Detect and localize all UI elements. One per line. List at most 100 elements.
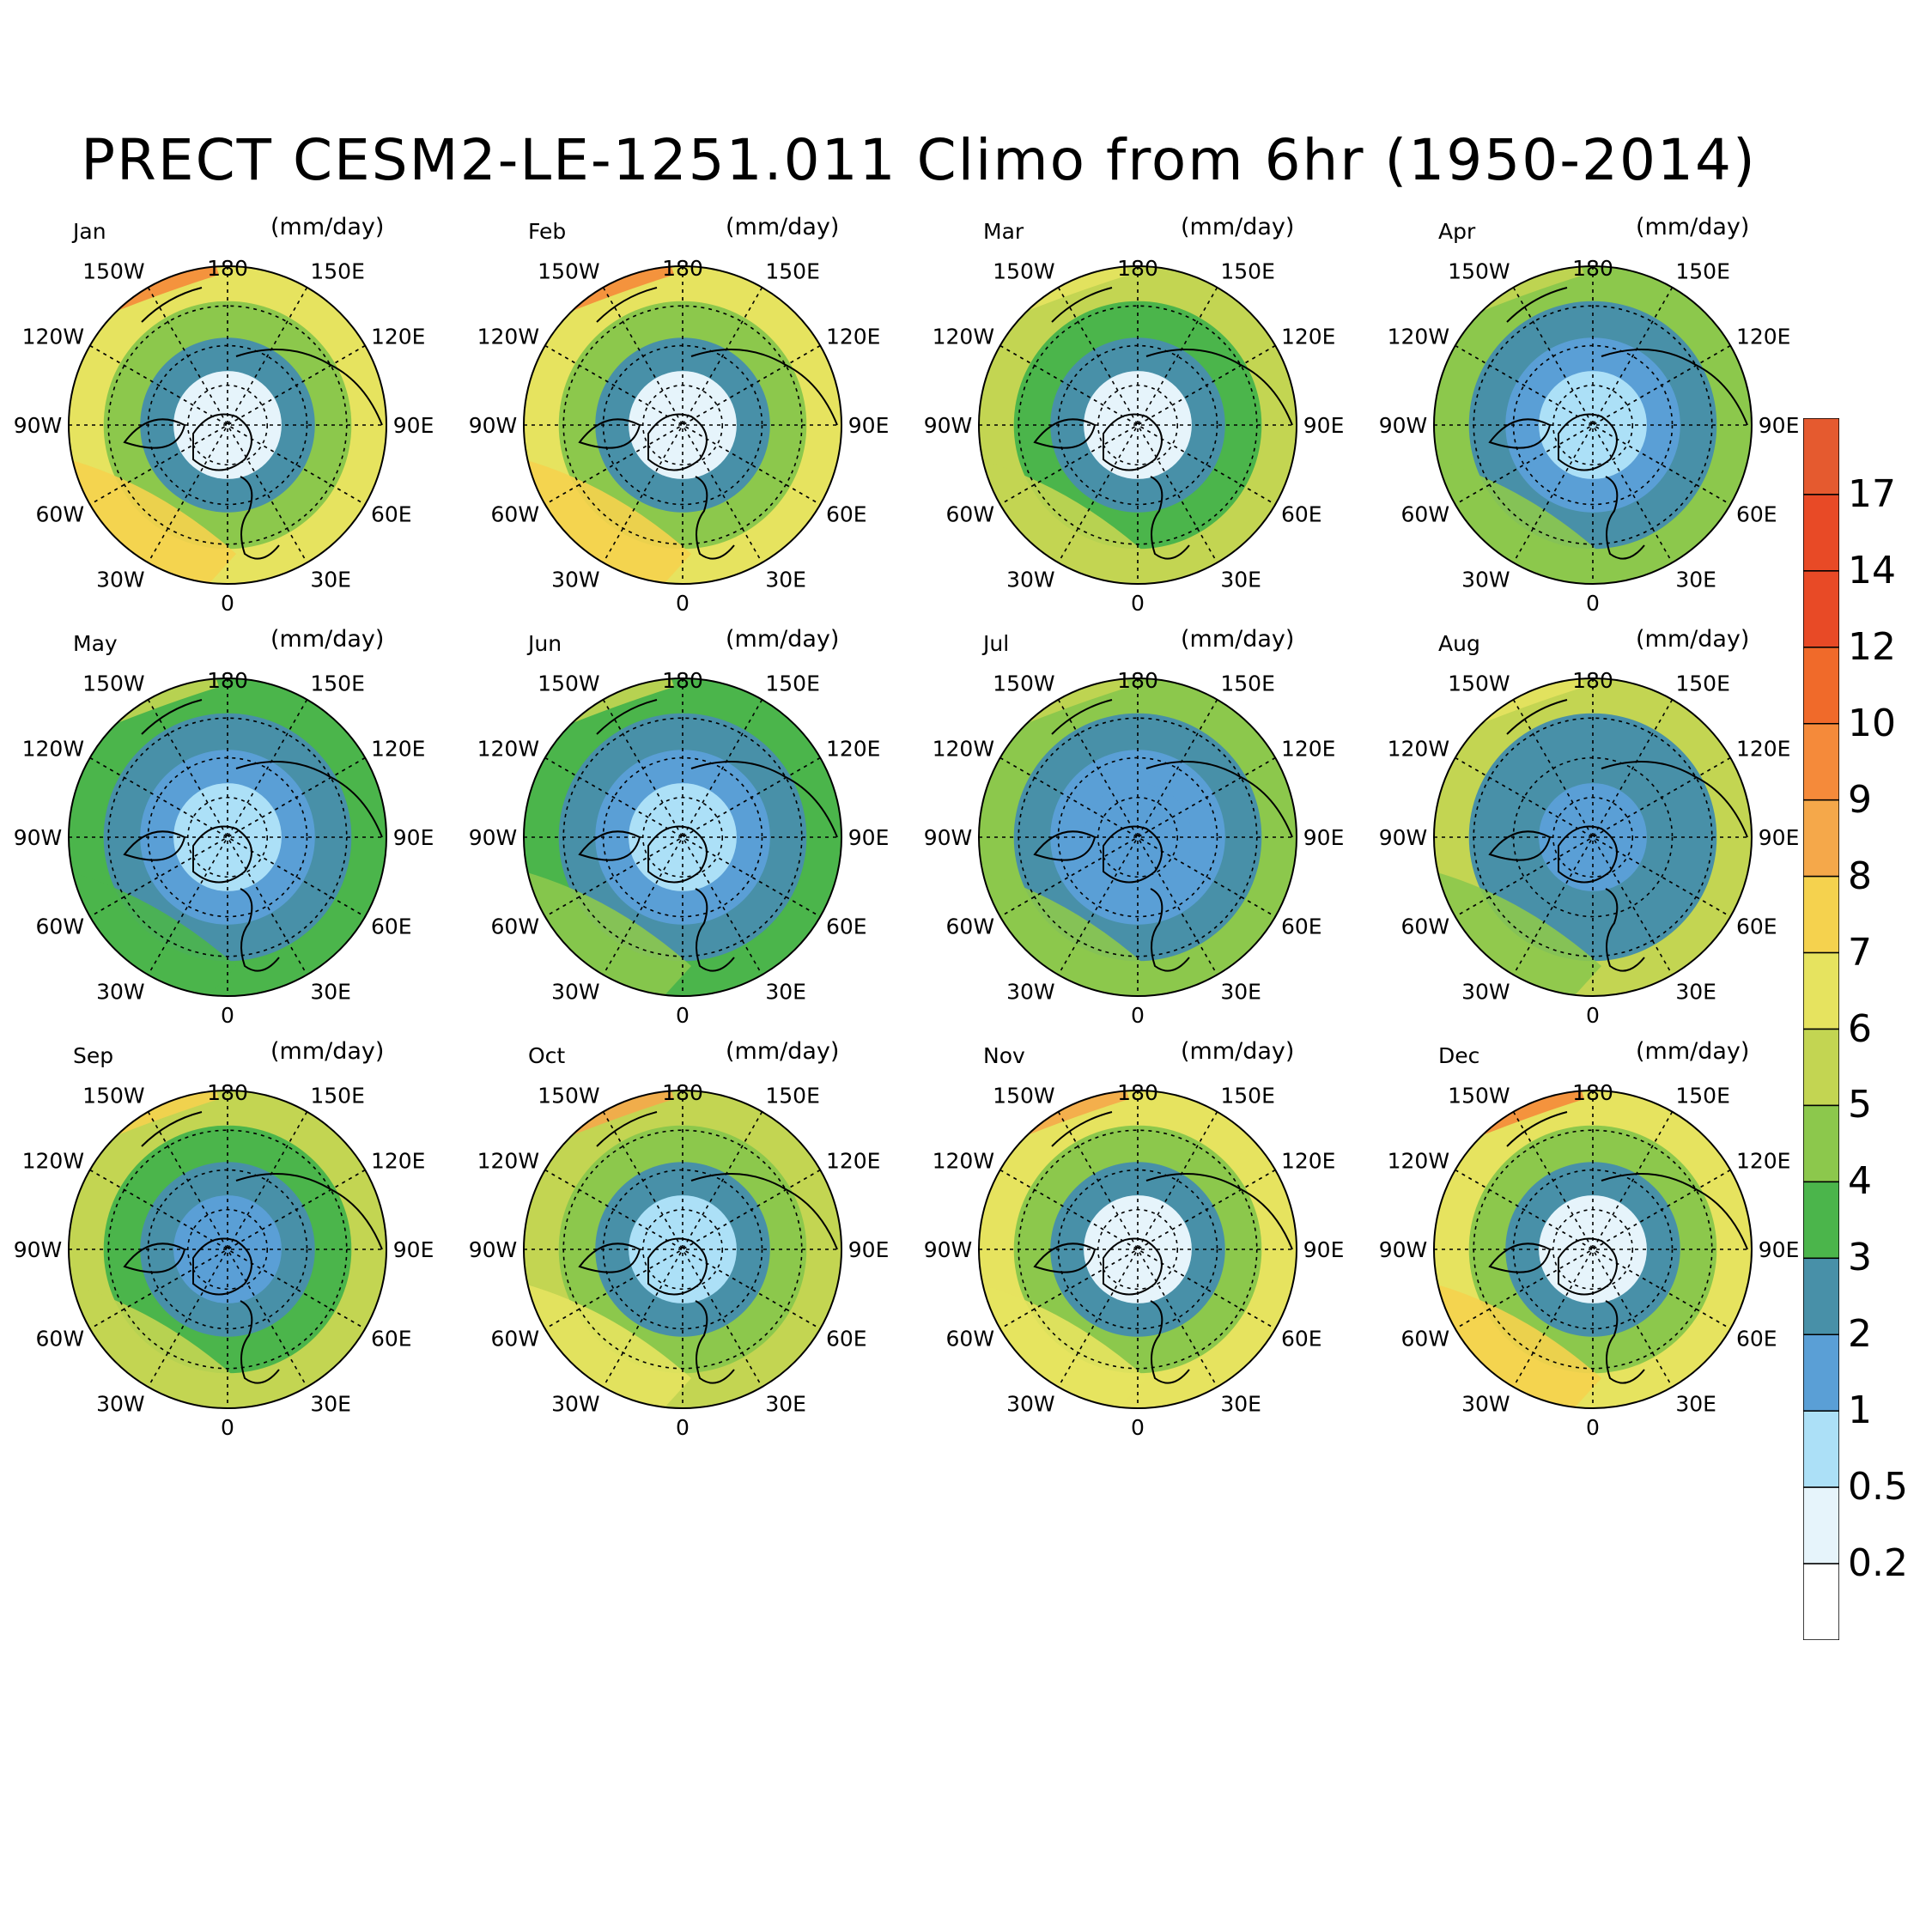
lon-label: 120E (1736, 1149, 1791, 1174)
lon-label: 60E (371, 502, 412, 527)
colorbar-segment (1803, 1410, 1839, 1488)
panel-units-label: (mm/day) (270, 214, 385, 240)
precip-zone-3 (629, 371, 737, 479)
polar-map: 180 150E 120E 90E 60E 30E 0 30W 60W 90W 120W 150W (1379, 668, 1800, 1028)
precip-zone-3 (1539, 783, 1647, 891)
lon-label: 180 (207, 256, 248, 281)
colorbar-tick-label: 3 (1848, 1236, 1872, 1280)
lon-label: 60W (491, 502, 540, 527)
polar-map: 180 150E 120E 90E 60E 30E 0 30W 60W 90W 120W 150W (924, 1080, 1345, 1440)
graticule (1434, 1091, 1752, 1408)
panel-units-label: (mm/day) (1636, 1038, 1750, 1065)
lon-label: 60W (491, 1327, 540, 1352)
lon-label: 90W (14, 825, 63, 850)
lon-label: 180 (662, 1080, 703, 1105)
lon-label: 150E (1675, 1084, 1730, 1109)
lon-label: 150E (765, 1084, 820, 1109)
lon-label: 30W (96, 979, 145, 1004)
lon-label: 120W (477, 737, 539, 762)
panel-month-label: Mar (983, 219, 1024, 244)
lon-label: 150E (1220, 259, 1275, 284)
panel-month-label: Aug (1438, 631, 1480, 656)
map-rim (523, 1090, 842, 1409)
lon-label: 150W (993, 671, 1054, 696)
lon-label: 60E (1736, 914, 1777, 939)
lon-label: 150W (1448, 1084, 1510, 1109)
polar-map: 180 150E 120E 90E 60E 30E 0 30W 60W 90W 120W 150W (14, 1080, 434, 1440)
lon-label: 180 (662, 256, 703, 281)
lon-label: 30E (310, 1391, 351, 1416)
lon-label: 90E (1303, 825, 1345, 850)
polar-map: 180 150E 120E 90E 60E 30E 0 30W 60W 90W 120W 150W (469, 1080, 890, 1440)
lon-label: 90W (14, 1237, 63, 1262)
lon-label: 150W (1448, 259, 1510, 284)
lon-label: 0 (221, 1003, 234, 1028)
polar-map: 180 150E 120E 90E 60E 30E 0 30W 60W 90W 120W 150W (14, 668, 434, 1028)
map-rim (978, 265, 1297, 585)
precip-zone-3 (1539, 1195, 1647, 1303)
panel-units-label: (mm/day) (1636, 626, 1750, 653)
lon-label: 180 (1572, 1080, 1613, 1105)
colorbar-tick-label: 7 (1848, 930, 1872, 975)
lon-label: 30E (1675, 1391, 1716, 1416)
precip-zone-3 (629, 783, 737, 891)
lon-label: 60E (1736, 1327, 1777, 1352)
lon-label: 0 (676, 1415, 690, 1440)
colorbar-tick-label: 5 (1848, 1083, 1872, 1127)
lon-label: 120E (371, 325, 426, 349)
lon-label: 120E (371, 1149, 426, 1174)
map-panel-jun: Jun (mm/day) 180 150E 120E 90E 60E 30E 0 30W 60W 90… (455, 626, 902, 1043)
lon-label: 150W (538, 671, 599, 696)
graticule (69, 1091, 386, 1408)
lon-label: 150W (993, 259, 1054, 284)
lon-label: 60E (826, 914, 867, 939)
lon-label: 30W (1006, 1391, 1055, 1416)
lon-label: 60W (946, 1327, 995, 1352)
lon-label: 0 (221, 591, 234, 616)
lon-label: 90E (848, 413, 890, 438)
graticule (524, 266, 841, 584)
map-panel-feb: Feb (mm/day) 180 150E 120E 90E 60E 30E 0 30W 60W 90… (455, 214, 902, 631)
colorbar-segment (1803, 647, 1839, 725)
lon-label: 30E (1675, 567, 1716, 592)
lon-label: 90E (393, 413, 434, 438)
lon-label: 180 (207, 1080, 248, 1105)
colorbar-tick-label: 10 (1848, 701, 1896, 745)
lon-label: 90W (469, 1237, 518, 1262)
lon-label: 150E (310, 259, 365, 284)
lon-label: 60W (491, 914, 540, 939)
lon-label: 90E (393, 1237, 434, 1262)
graticule (979, 266, 1297, 584)
graticule (979, 1091, 1297, 1408)
lon-label: 120W (22, 1149, 84, 1174)
colorbar-segment (1803, 723, 1839, 801)
graticule (1434, 266, 1752, 584)
map-rim (1433, 677, 1753, 997)
colorbar-segment (1803, 1486, 1839, 1564)
lon-label: 120W (1388, 737, 1449, 762)
map-panel-mar: Mar (mm/day) 180 150E 120E 90E 60E 30E 0 30W 60W 90… (910, 214, 1357, 631)
colorbar-tick-label: 8 (1848, 854, 1872, 898)
lon-label: 0 (1131, 1415, 1145, 1440)
panel-month-label: Nov (983, 1043, 1025, 1068)
lon-label: 120E (371, 737, 426, 762)
lon-label: 120W (477, 325, 539, 349)
panel-units-label: (mm/day) (1181, 1038, 1295, 1065)
lon-label: 60W (1401, 914, 1450, 939)
lon-label: 60E (1736, 502, 1777, 527)
lon-label: 30W (96, 567, 145, 592)
colorbar-segment (1803, 570, 1839, 648)
colorbar-tick-label: 12 (1848, 624, 1896, 669)
precip-zone-3 (1084, 1195, 1192, 1303)
map-rim (978, 677, 1297, 997)
lon-label: 150W (538, 259, 599, 284)
lon-label: 0 (1586, 1003, 1600, 1028)
map-panel-sep: Sep (mm/day) 180 150E 120E 90E 60E 30E 0 30W 60W 90… (0, 1038, 447, 1455)
lon-label: 120W (933, 325, 994, 349)
polar-map: 180 150E 120E 90E 60E 30E 0 30W 60W 90W 120W 150W (469, 668, 890, 1028)
lon-label: 60W (1401, 502, 1450, 527)
map-panel-apr: Apr (mm/day) 180 150E 120E 90E 60E 30E 0 30W 60W 90… (1365, 214, 1812, 631)
lon-label: 90W (1379, 1237, 1428, 1262)
panel-month-label: Dec (1438, 1043, 1480, 1068)
lon-label: 90W (469, 413, 518, 438)
